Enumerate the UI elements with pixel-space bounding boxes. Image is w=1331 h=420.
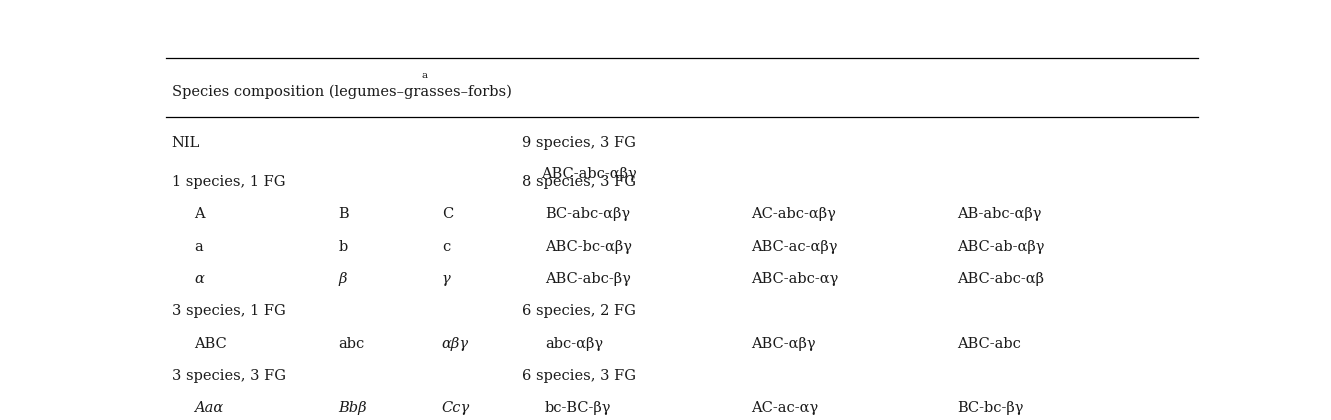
Text: ABC-ac-αβγ: ABC-ac-αβγ <box>751 239 837 254</box>
Text: ABC-abc: ABC-abc <box>957 336 1021 351</box>
Text: B: B <box>338 207 349 221</box>
Text: b: b <box>338 239 347 254</box>
Text: ABC-bc-αβγ: ABC-bc-αβγ <box>544 239 632 254</box>
Text: 8 species, 3 FG: 8 species, 3 FG <box>522 175 636 189</box>
Text: ABC-abc-αβ: ABC-abc-αβ <box>957 272 1045 286</box>
Text: 6 species, 2 FG: 6 species, 2 FG <box>522 304 636 318</box>
Text: AB-abc-αβγ: AB-abc-αβγ <box>957 207 1042 221</box>
Text: NIL: NIL <box>172 136 200 150</box>
Text: β: β <box>338 272 347 286</box>
Text: ABC-ab-αβγ: ABC-ab-αβγ <box>957 239 1045 254</box>
Text: 3 species, 3 FG: 3 species, 3 FG <box>172 369 286 383</box>
Text: AC-abc-αβγ: AC-abc-αβγ <box>751 207 836 221</box>
Text: abc: abc <box>338 336 365 351</box>
Text: ABC-abc-αβγ: ABC-abc-αβγ <box>540 167 636 181</box>
Text: Bbβ: Bbβ <box>338 401 367 415</box>
Text: ABC-αβγ: ABC-αβγ <box>751 336 816 351</box>
Text: 6 species, 3 FG: 6 species, 3 FG <box>522 369 636 383</box>
Text: ABC-abc-βγ: ABC-abc-βγ <box>544 272 631 286</box>
Text: Aaα: Aaα <box>194 401 224 415</box>
Text: ABC: ABC <box>194 336 228 351</box>
Text: α: α <box>194 272 204 286</box>
Text: ABC-abc-αγ: ABC-abc-αγ <box>751 272 839 286</box>
Text: BC-abc-αβγ: BC-abc-αβγ <box>544 207 630 221</box>
Text: 1 species, 1 FG: 1 species, 1 FG <box>172 175 285 189</box>
Text: Species composition (legumes–grasses–forbs): Species composition (legumes–grasses–for… <box>172 84 511 99</box>
Text: 3 species, 1 FG: 3 species, 1 FG <box>172 304 285 318</box>
Text: C: C <box>442 207 453 221</box>
Text: a: a <box>421 71 427 80</box>
Text: BC-bc-βγ: BC-bc-βγ <box>957 401 1024 415</box>
Text: Ccγ: Ccγ <box>442 401 470 415</box>
Text: 9 species, 3 FG: 9 species, 3 FG <box>522 136 636 150</box>
Text: a: a <box>194 239 202 254</box>
Text: c: c <box>442 239 450 254</box>
Text: αβγ: αβγ <box>442 336 469 351</box>
Text: A: A <box>194 207 205 221</box>
Text: bc-BC-βγ: bc-BC-βγ <box>544 401 611 415</box>
Text: γ: γ <box>442 272 450 286</box>
Text: AC-ac-αγ: AC-ac-αγ <box>751 401 819 415</box>
Text: abc-αβγ: abc-αβγ <box>544 336 603 351</box>
